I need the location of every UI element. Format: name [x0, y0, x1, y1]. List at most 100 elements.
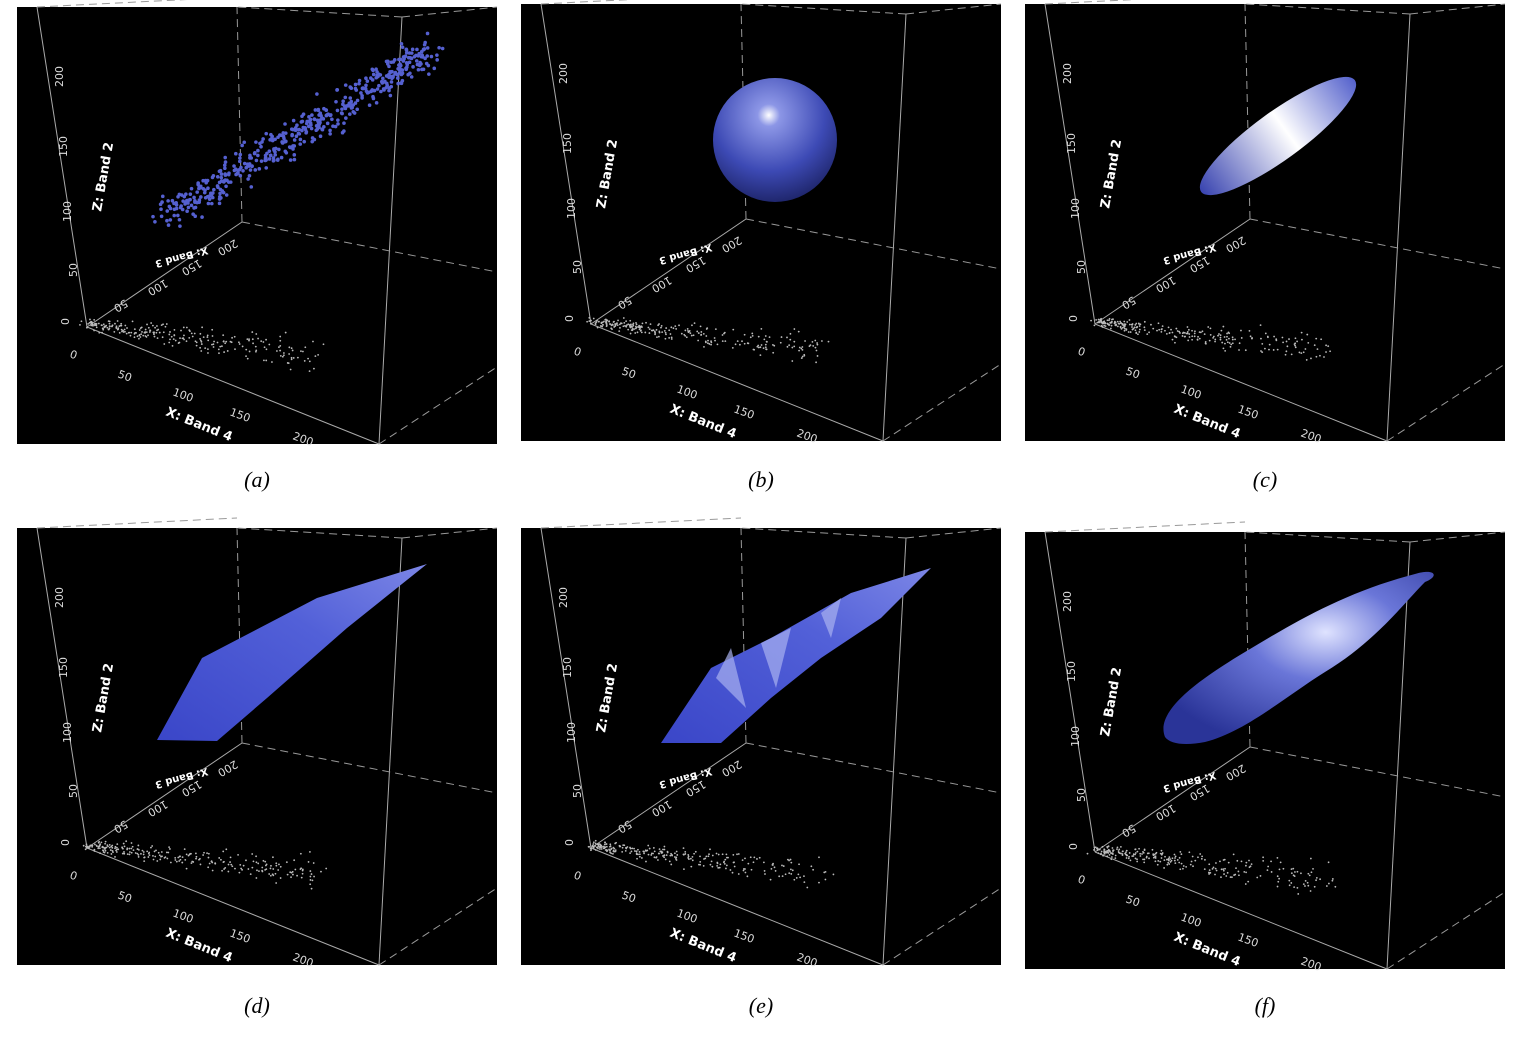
- projection-point: [771, 343, 774, 346]
- projection-point: [1119, 322, 1122, 324]
- projection-point: [109, 849, 112, 851]
- projection-point: [1261, 351, 1264, 354]
- projection-point: [93, 850, 96, 852]
- projection-point: [129, 334, 132, 337]
- projection-point: [1270, 860, 1272, 863]
- data-point: [256, 148, 260, 153]
- projection-point: [292, 357, 295, 359]
- projection-point: [1134, 324, 1137, 326]
- projection-point: [610, 847, 613, 850]
- data-point: [361, 86, 365, 91]
- projection-point: [801, 355, 804, 358]
- projection-point: [115, 851, 118, 853]
- data-point: [167, 204, 172, 209]
- projection-point: [1203, 333, 1206, 336]
- projection-point: [620, 322, 622, 325]
- data-point: [291, 118, 296, 123]
- projection-point: [1180, 853, 1183, 856]
- projection-point: [612, 846, 615, 849]
- z-tick-label: 50: [67, 784, 80, 798]
- x-tick-label: 50: [1124, 893, 1142, 910]
- data-point: [310, 136, 315, 140]
- projection-point: [1264, 347, 1266, 350]
- data-point: [357, 81, 361, 86]
- data-point: [435, 58, 439, 62]
- data-point: [334, 99, 338, 104]
- z-tick-label: 200: [53, 587, 66, 608]
- projection-point: [126, 327, 128, 329]
- projection-point: [599, 844, 602, 847]
- projection-point: [1146, 333, 1149, 336]
- box-edge: [236, 527, 403, 539]
- data-point: [382, 88, 386, 92]
- projection-point: [592, 847, 595, 849]
- data-point: [410, 47, 415, 52]
- projection-point: [600, 321, 603, 324]
- data-point: [309, 126, 314, 131]
- projection-point: [594, 842, 597, 845]
- projection-point: [218, 352, 220, 355]
- projection-point: [136, 335, 139, 338]
- projection-point: [1199, 853, 1202, 855]
- projection-point: [773, 344, 776, 347]
- projection-point: [631, 326, 634, 328]
- projection-point: [86, 845, 89, 848]
- projection-point: [658, 331, 661, 334]
- data-point: [218, 168, 223, 173]
- projection-point: [1125, 857, 1128, 859]
- projection-point: [1192, 865, 1194, 868]
- projection-point: [638, 324, 641, 327]
- projection-point: [263, 359, 265, 362]
- projection-point: [1181, 335, 1184, 337]
- box-edge: [86, 742, 243, 849]
- projection-point: [1306, 881, 1309, 884]
- data-point: [235, 171, 239, 176]
- projection-point: [194, 340, 197, 343]
- caption: (e): [749, 993, 773, 1018]
- projection-point: [252, 860, 255, 863]
- hull-model: [157, 564, 427, 741]
- projection-point: [743, 342, 746, 345]
- projection-point: [1160, 853, 1163, 856]
- projection-point: [692, 334, 695, 337]
- projection-point: [1136, 326, 1139, 328]
- projection-point: [218, 857, 221, 859]
- projection-point: [721, 334, 724, 336]
- data-point: [360, 93, 364, 98]
- z-tick-label: 0: [59, 839, 72, 846]
- data-point: [198, 184, 203, 189]
- projection-point: [1231, 342, 1234, 345]
- projection-point: [101, 324, 103, 327]
- projection-point: [650, 329, 653, 332]
- projection-point: [1223, 873, 1225, 875]
- y-tick-label: 50: [111, 817, 130, 835]
- projection-point: [116, 320, 119, 322]
- projection-point: [247, 868, 250, 870]
- projection-point: [1201, 330, 1204, 333]
- projection-point: [254, 345, 257, 348]
- projection-point: [1290, 868, 1293, 871]
- projection-point: [193, 332, 196, 335]
- projection-point: [1128, 319, 1131, 321]
- z-tick-label: 0: [563, 315, 576, 322]
- projection-point: [1212, 337, 1215, 339]
- projection-point: [200, 350, 203, 352]
- projection-point: [629, 326, 632, 329]
- projection-point: [269, 874, 272, 877]
- projection-point: [1174, 862, 1177, 864]
- projection-point: [307, 357, 309, 360]
- panel-background: [521, 4, 1001, 441]
- projection-point: [308, 360, 311, 363]
- projection-point: [1138, 331, 1141, 333]
- projection-point: [1126, 321, 1129, 323]
- data-point: [370, 67, 375, 72]
- projection-point: [1147, 852, 1150, 855]
- data-point: [399, 81, 403, 85]
- projection-point: [112, 851, 114, 854]
- data-point: [205, 194, 210, 199]
- projection-point: [1158, 328, 1161, 331]
- projection-point: [1212, 866, 1215, 869]
- projection-point: [812, 868, 815, 871]
